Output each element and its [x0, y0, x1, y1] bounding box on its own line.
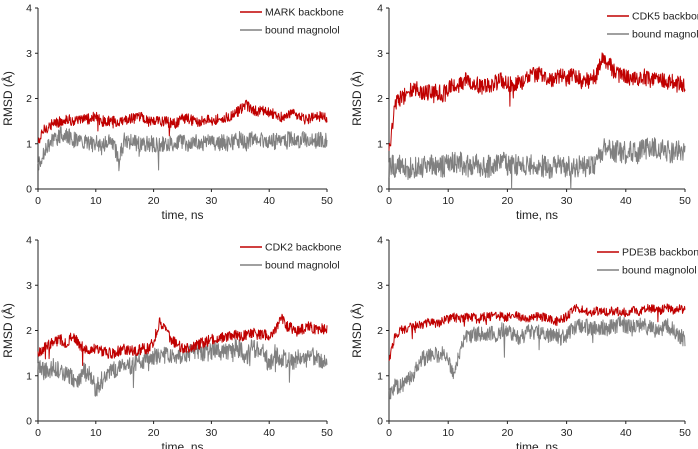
x-axis-label: time, ns	[161, 208, 203, 222]
y-tick-label: 3	[26, 280, 32, 292]
y-tick-label: 4	[26, 3, 32, 15]
x-tick-label: 10	[442, 427, 454, 439]
x-tick-label: 0	[386, 427, 392, 439]
x-tick-label: 20	[502, 195, 514, 207]
y-axis-label: RMSD (Å)	[0, 71, 15, 126]
legend-label-backbone: PDE3B backbone	[622, 247, 698, 259]
y-tick-label: 2	[377, 325, 383, 337]
x-axis-label: time, ns	[516, 208, 558, 222]
x-tick-label: 0	[386, 195, 392, 207]
y-tick-label: 4	[26, 235, 32, 247]
y-axis-label: RMSD (Å)	[349, 71, 364, 126]
y-tick-label: 2	[26, 93, 32, 105]
chart-panel-cdk5: 0 1 2 3 4 0 10 20 30 40 50 time, ns RMSD (Å) CDK5 bac…	[349, 0, 698, 225]
magnolol-series-line	[37, 339, 328, 397]
y-tick-label: 0	[26, 416, 32, 428]
chart-panel-pde3b: 0 1 2 3 4 0 10 20 30 40 50 time, ns RMSD (Å) PDE3B ba…	[349, 225, 698, 449]
legend-label-magnolol: bound magnolol	[632, 29, 698, 41]
y-axis-label: RMSD (Å)	[349, 303, 364, 358]
x-tick-label: 0	[35, 427, 41, 439]
y-tick-label: 2	[26, 325, 32, 337]
x-tick-label: 10	[90, 195, 102, 207]
y-tick-label: 3	[377, 280, 383, 292]
backbone-series-line	[37, 313, 328, 366]
legend-label-backbone: CDK5 backbone	[632, 11, 698, 23]
x-tick-label: 20	[148, 195, 160, 207]
legend-label-backbone: MARK backbone	[265, 7, 344, 19]
x-tick-label: 50	[321, 427, 333, 439]
y-tick-label: 2	[377, 93, 383, 105]
legend-label-magnolol: bound magnolol	[265, 260, 340, 272]
legend-label-magnolol: bound magnolol	[265, 25, 340, 37]
x-tick-label: 30	[206, 195, 218, 207]
x-tick-label: 0	[35, 195, 41, 207]
x-tick-label: 40	[263, 427, 275, 439]
magnolol-series-line	[388, 137, 686, 190]
x-tick-label: 40	[620, 427, 632, 439]
backbone-series-line	[388, 52, 686, 151]
legend-label-magnolol: bound magnolol	[622, 265, 697, 277]
y-tick-label: 4	[377, 235, 383, 247]
x-axis-label: time, ns	[516, 440, 558, 449]
y-tick-label: 1	[26, 370, 32, 382]
y-tick-label: 0	[26, 184, 32, 196]
y-tick-label: 3	[377, 48, 383, 60]
x-tick-label: 50	[321, 195, 333, 207]
magnolol-series-line	[388, 315, 686, 400]
y-tick-label: 3	[26, 48, 32, 60]
y-tick-label: 4	[377, 3, 383, 15]
chart-panel-cdk2: 0 1 2 3 4 0 10 20 30 40 50 time, ns RMSD (Å) CDK2 bac…	[0, 225, 349, 449]
x-tick-label: 40	[263, 195, 275, 207]
chart-panel-mark: 0 1 2 3 4 0 10 20 30 40 50 time, ns RMSD (Å) MARK bac…	[0, 0, 349, 225]
legend-label-backbone: CDK2 backbone	[265, 242, 342, 254]
x-tick-label: 30	[206, 427, 218, 439]
x-tick-label: 10	[90, 427, 102, 439]
x-tick-label: 10	[442, 195, 454, 207]
y-tick-label: 1	[377, 138, 383, 150]
x-axis-label: time, ns	[161, 440, 203, 449]
x-tick-label: 50	[679, 195, 691, 207]
x-tick-label: 40	[620, 195, 632, 207]
y-tick-label: 1	[377, 370, 383, 382]
y-tick-label: 0	[377, 416, 383, 428]
x-tick-label: 50	[679, 427, 691, 439]
x-tick-label: 30	[561, 427, 573, 439]
y-tick-label: 0	[377, 184, 383, 196]
x-tick-label: 30	[561, 195, 573, 207]
magnolol-series-line	[37, 126, 328, 172]
y-tick-label: 1	[26, 138, 32, 150]
y-axis-label: RMSD (Å)	[0, 303, 15, 358]
x-tick-label: 20	[502, 427, 514, 439]
backbone-series-line	[388, 303, 686, 361]
x-tick-label: 20	[148, 427, 160, 439]
backbone-series-line	[37, 99, 328, 144]
